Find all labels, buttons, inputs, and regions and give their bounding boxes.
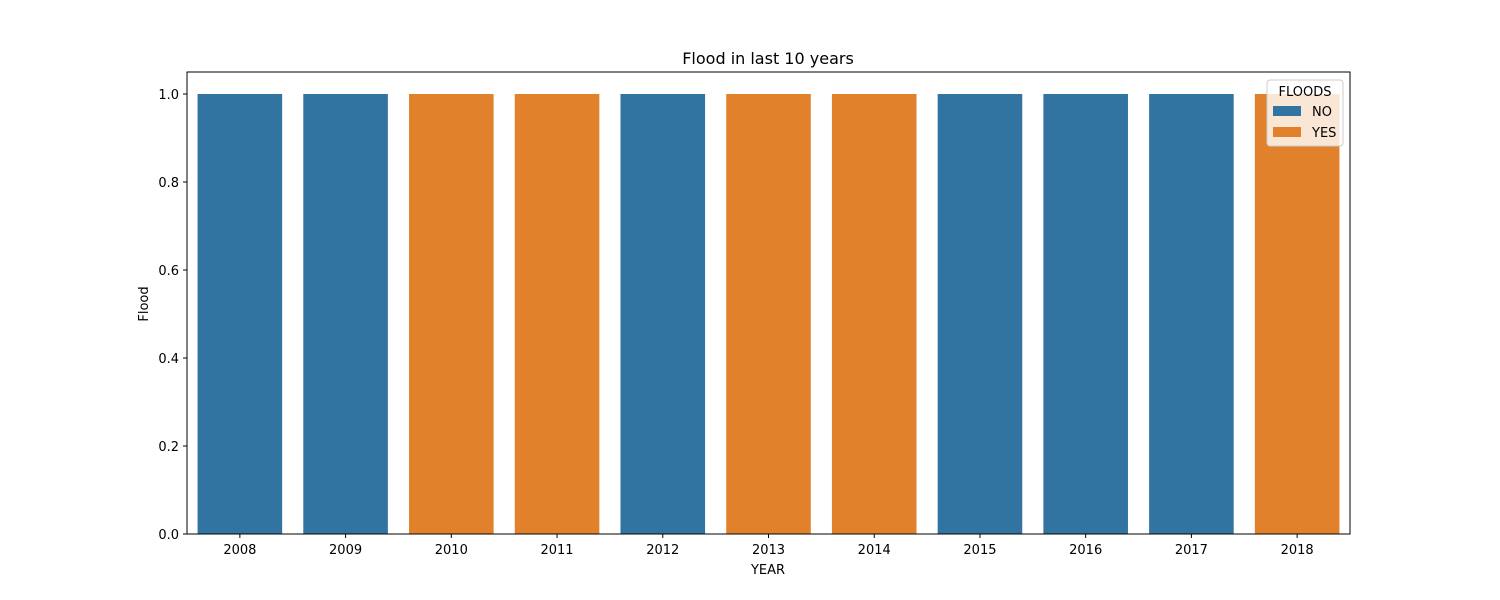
bar-2014 xyxy=(831,94,917,534)
x-tick-label-2018: 2018 xyxy=(1281,543,1314,558)
x-tick-label-2013: 2013 xyxy=(752,543,785,558)
bar-2018 xyxy=(1254,94,1340,534)
legend-title: FLOODS xyxy=(1279,85,1332,100)
x-tick-label-2009: 2009 xyxy=(329,543,362,558)
chart-title: Flood in last 10 years xyxy=(682,49,854,68)
bar-2011 xyxy=(514,94,600,534)
plot-frame xyxy=(186,71,1351,535)
x-tick-label-2014: 2014 xyxy=(858,543,891,558)
x-tick-label-2016: 2016 xyxy=(1069,543,1102,558)
bar-2017 xyxy=(1149,94,1234,534)
legend: FLOODS NO YES xyxy=(1266,79,1344,147)
bar-2013 xyxy=(726,94,811,534)
x-tick-label-2011: 2011 xyxy=(540,543,573,558)
legend-swatch-no xyxy=(1273,106,1301,116)
y-tick-label-1.0: 1.0 xyxy=(158,88,179,103)
legend-label-yes: YES xyxy=(1311,126,1336,141)
bar-2015 xyxy=(937,94,1023,534)
x-tick-label-2015: 2015 xyxy=(963,543,996,558)
y-tick-label-0.0: 0.0 xyxy=(158,528,179,543)
bar-2016 xyxy=(1043,94,1128,534)
bar-2008 xyxy=(197,94,283,534)
x-tick-label-2017: 2017 xyxy=(1175,543,1208,558)
bars-layer xyxy=(197,94,1340,534)
bar-2012 xyxy=(620,94,706,534)
x-axis: 2008 2009 2010 2011 2012 2013 2014 2015 2016 2017… xyxy=(223,534,1314,558)
bar-2009 xyxy=(303,94,388,534)
bar-2010 xyxy=(409,94,494,534)
x-tick-label-2008: 2008 xyxy=(223,543,256,558)
legend-swatch-yes xyxy=(1273,127,1301,137)
x-axis-label: YEAR xyxy=(750,563,785,578)
y-tick-label-0.6: 0.6 xyxy=(158,264,179,279)
y-tick-label-0.4: 0.4 xyxy=(158,352,179,367)
x-tick-label-2010: 2010 xyxy=(435,543,468,558)
y-axis-label: Flood xyxy=(137,286,152,321)
x-tick-label-2012: 2012 xyxy=(646,543,679,558)
legend-label-no: NO xyxy=(1312,105,1332,120)
y-tick-label-0.2: 0.2 xyxy=(158,440,179,455)
y-tick-label-0.8: 0.8 xyxy=(158,176,179,191)
y-axis: 0.0 0.2 0.4 0.6 0.8 1.0 xyxy=(158,88,187,543)
